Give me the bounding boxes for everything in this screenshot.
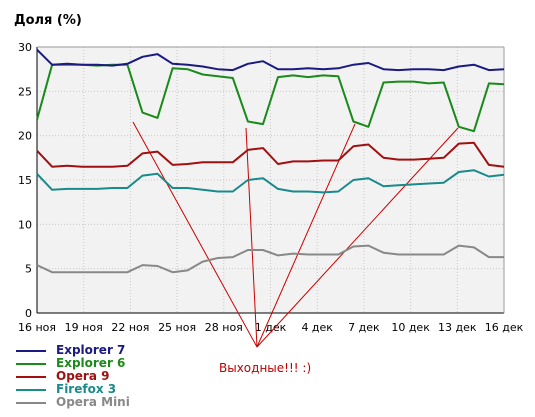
y-tick-label: 15 <box>18 174 32 187</box>
x-tick-label: 10 дек <box>391 321 430 334</box>
series-lines <box>36 48 505 274</box>
annotation-arrow <box>132 121 258 348</box>
legend: Explorer 7 Explorer 6 Opera 9 Firefox 3 … <box>16 344 130 409</box>
x-tick-label: 13 дек <box>438 321 477 334</box>
legend-label: Explorer 7 <box>56 343 126 357</box>
legend-label: Explorer 6 <box>56 356 126 370</box>
annotation-arrow <box>256 127 459 348</box>
series-line-explorer-7 <box>36 48 505 72</box>
legend-label: Firefox 3 <box>56 382 117 396</box>
legend-label: Opera 9 <box>56 369 110 383</box>
legend-label: Opera Mini <box>56 395 130 409</box>
annotation-arrow <box>245 127 258 348</box>
axes <box>36 46 505 314</box>
x-tick-label: 19 ноя <box>65 321 103 334</box>
legend-swatch <box>16 388 46 391</box>
legend-swatch <box>16 375 46 378</box>
x-tick-label: 16 дек <box>485 321 524 334</box>
x-tick-label: 25 ноя <box>158 321 196 334</box>
x-tick-label: 28 ноя <box>205 321 243 334</box>
x-tick-label: 16 ноя <box>18 321 56 334</box>
legend-item-opera-mini: Opera Mini <box>16 396 130 409</box>
x-tick-label: 4 дек <box>301 321 333 334</box>
y-tick-label: 30 <box>18 41 32 54</box>
series-line-firefox-3 <box>36 169 505 194</box>
legend-item-opera-9: Opera 9 <box>16 370 130 383</box>
y-tick-label: 20 <box>18 130 32 143</box>
legend-swatch <box>16 362 46 365</box>
legend-item-explorer-7: Explorer 7 <box>16 344 130 357</box>
y-tick-label: 0 <box>25 307 32 320</box>
legend-item-firefox-3: Firefox 3 <box>16 383 130 396</box>
y-axis-title: Доля (%) <box>14 13 82 28</box>
y-tick-label: 10 <box>18 218 32 231</box>
x-tick-label: 7 дек <box>348 321 380 334</box>
tick-labels: 0 5 10 15 20 25 30 16 ноя 19 ноя 22 ноя 25 ноя 28 н… <box>18 41 524 334</box>
series-line-opera-9 <box>36 141 505 168</box>
y-tick-label: 5 <box>25 263 32 276</box>
y-tick-label: 25 <box>18 85 32 98</box>
legend-swatch <box>16 349 46 352</box>
x-tick-label: 1 дек <box>255 321 287 334</box>
weekend-annotation: Выходные!!! :) <box>219 361 312 375</box>
legend-item-explorer-6: Explorer 6 <box>16 357 130 370</box>
x-tick-label: 22 ноя <box>111 321 149 334</box>
series-line-opera-mini <box>36 244 504 274</box>
legend-swatch <box>16 401 46 404</box>
